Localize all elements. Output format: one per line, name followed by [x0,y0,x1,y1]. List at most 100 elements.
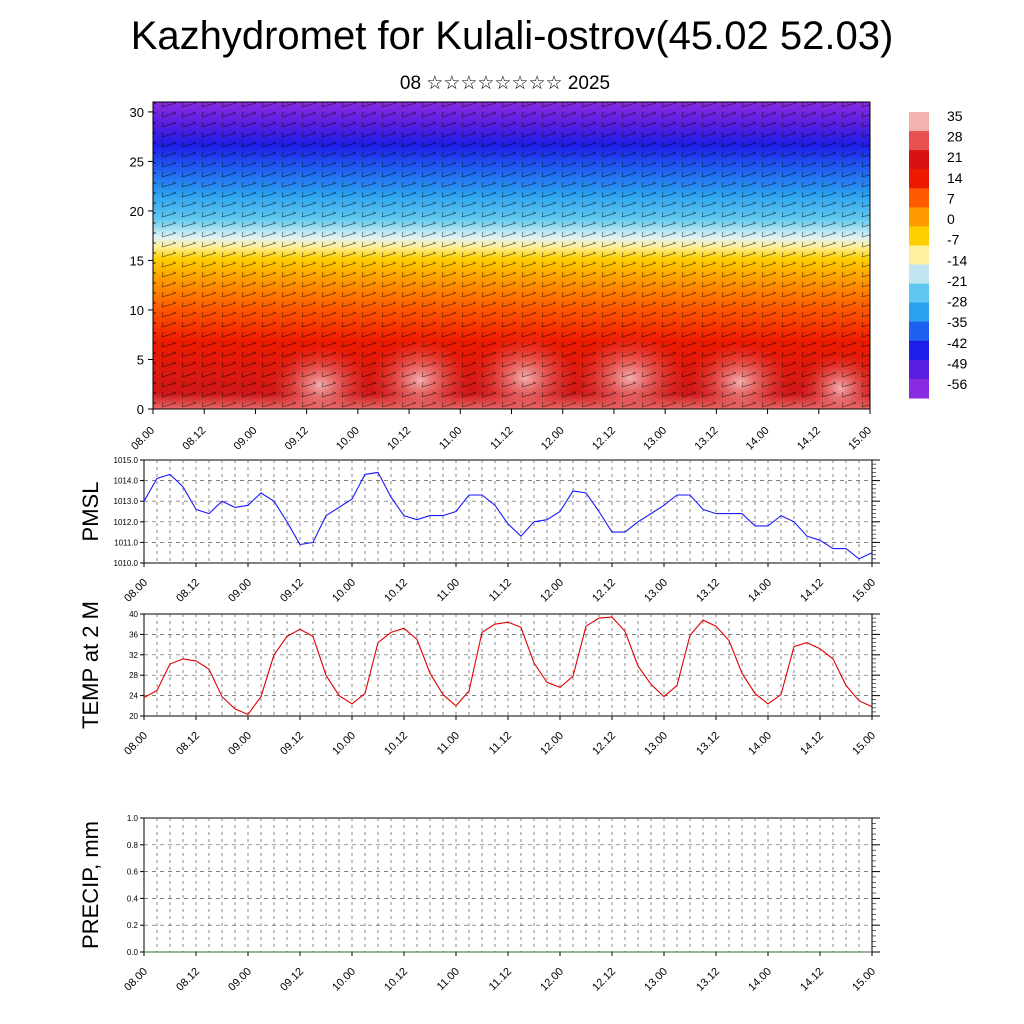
heatmap-x-tick-label: 15.00 [846,425,874,453]
heatmap-y-tick-label: 30 [130,105,144,120]
x-tick-label: 11.12 [487,730,514,757]
colorbar-segment [909,340,929,361]
x-tick-label: 14.12 [798,730,826,758]
heatmap-y-tick-label: 15 [130,253,144,268]
x-tick-label: 10.12 [382,966,410,994]
x-tick-label: 14.12 [798,966,826,994]
colorbar-segment [909,302,929,323]
heatmap-x-tick-label: 09.00 [232,425,260,453]
x-tick-label: 08.00 [122,577,150,605]
x-tick-label: 11.00 [435,577,462,604]
x-tick-label: 09.12 [278,730,306,758]
x-tick-label: 08.12 [174,577,202,605]
heatmap-x-tick-label: 12.12 [590,425,618,453]
series-line [143,616,873,716]
page-title: Kazhydromet for Kulali-ostrov(45.02 52.0… [130,14,894,58]
heatmap-x-tick-label: 14.12 [795,425,823,453]
x-tick-label: 13.00 [642,966,670,994]
y-tick-label: 1013.0 [114,497,139,506]
wind-vector-overlay [153,102,870,409]
y-tick-label: 32 [129,651,138,660]
heatmap-x-tick-label: 11.12 [488,425,515,452]
colorbar-label: 7 [947,190,955,206]
heatmap-y-tick-label: 10 [130,303,144,318]
x-tick-label: 13.00 [642,577,670,605]
colorbar-label: -28 [947,294,967,310]
colorbar-segment [909,283,929,304]
x-tick-label: 14.00 [746,966,774,994]
x-tick-label: 14.00 [746,730,774,758]
colorbar-label: 28 [947,129,963,145]
y-tick-label: 0.8 [127,841,139,850]
series-line [143,471,873,560]
colorbar-segment [909,131,929,151]
temperature-cross-section [153,102,870,409]
heatmap-x-tick-label: 10.00 [334,425,362,453]
y-tick-label: 1014.0 [114,477,139,486]
x-tick-label: 10.00 [330,966,358,994]
y-tick-label: 1015.0 [114,456,139,465]
colorbar-label: 0 [947,211,955,227]
x-tick-label: 15.00 [850,966,878,994]
heatmap-y-tick-label: 5 [137,352,144,367]
x-tick-label: 11.12 [487,966,514,993]
colorbar-segment [909,207,929,227]
page-subtitle: 08 ☆☆☆☆☆☆☆☆ 2025 [399,73,611,94]
heatmap-x-tick-label: 12.00 [539,425,567,453]
y-tick-label: 1010.0 [114,559,139,568]
colorbar-segment [909,226,929,246]
y-axis-label: PMSL [78,482,103,542]
heatmap-x-tick-label: 11.00 [437,425,464,452]
heatmap-y-tick-label: 20 [130,204,144,219]
y-tick-label: 0.2 [127,921,139,930]
colorbar-segment [909,321,929,342]
x-tick-label: 11.00 [435,730,462,757]
x-tick-label: 14.00 [746,577,774,605]
heatmap-x-tick-label: 08.00 [129,425,157,453]
y-tick-label: 1012.0 [114,518,139,527]
heatmap-x-tick-label: 09.12 [283,425,311,453]
x-tick-label: 13.12 [694,966,722,994]
colorbar-segment [909,378,929,399]
x-tick-label: 10.12 [382,730,410,758]
pmsl-panel: 1010.0 1011.0 1012.0 1013.0 1014.0 1015.0 08.0… [78,456,880,605]
x-tick-label: 12.12 [590,577,618,605]
y-tick-label: 28 [129,671,138,680]
colorbar-segment [909,169,929,189]
x-tick-label: 08.12 [174,730,202,758]
heatmap-x-tick-label: 08.12 [180,425,208,453]
y-tick-label: 36 [129,630,138,639]
colorbar-segment [909,150,929,170]
x-tick-label: 08.00 [122,730,150,758]
x-tick-label: 11.00 [435,966,462,993]
x-tick-label: 12.12 [590,966,618,994]
y-tick-label: 1.0 [127,814,139,823]
colorbar-label: -49 [947,355,967,371]
y-tick-label: 1011.0 [114,538,138,547]
heatmap-x-tick-label: 13.12 [693,425,721,453]
x-tick-label: 09.00 [226,730,254,758]
heatmap-x-tick-label: 13.00 [641,425,669,453]
colorbar-segment [909,112,929,132]
colorbar-label: 35 [947,108,963,124]
y-tick-label: 0.6 [127,868,139,877]
heatmap-x-tick-label: 14.00 [744,425,772,453]
y-tick-label: 40 [129,610,138,619]
y-tick-label: 0.0 [127,948,139,957]
x-tick-label: 11.12 [487,577,514,604]
x-tick-label: 08.00 [122,966,150,994]
x-tick-label: 08.12 [174,966,202,994]
colorbar-label: 14 [947,170,963,186]
colorbar-label: -56 [947,376,967,392]
y-tick-label: 0.4 [127,894,139,903]
x-tick-label: 10.00 [330,730,358,758]
heatmap-y-tick-label: 25 [130,154,144,169]
colorbar-label: -21 [947,273,967,289]
colorbar-segment [909,359,929,380]
x-tick-label: 12.00 [538,966,566,994]
x-tick-label: 09.12 [278,577,306,605]
x-tick-label: 12.00 [538,577,566,605]
colorbar-segment [909,264,929,285]
x-tick-label: 15.00 [850,730,878,758]
